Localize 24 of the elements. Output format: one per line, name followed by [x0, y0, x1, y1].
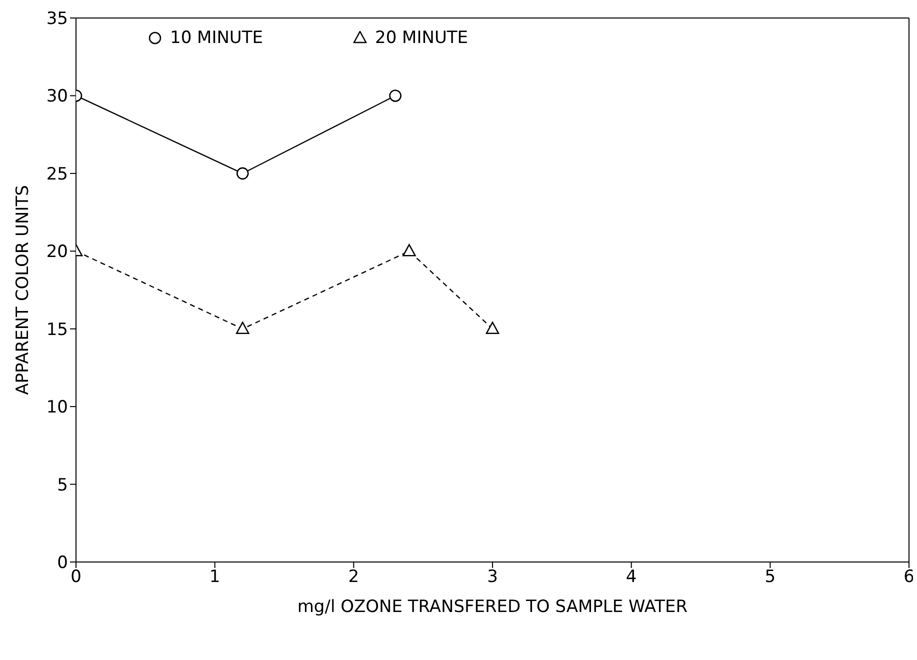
y-tick-label: 25 [46, 164, 68, 184]
y-tick-label: 10 [46, 398, 68, 418]
y-tick-label: 20 [46, 242, 68, 262]
x-tick-label: 3 [487, 567, 498, 588]
y-tick-label: 5 [57, 475, 68, 496]
point [236, 167, 249, 180]
y-tick-label: 15 [46, 320, 68, 340]
x-tick-label: 6 [904, 567, 914, 588]
x-axis-title: mg/l OZONE TRANSFERED TO SAMPLE WATER [297, 597, 688, 617]
x-tick-label: 5 [764, 567, 776, 588]
y-axis-title: APPARENT COLOR UNITS [13, 185, 34, 395]
point [389, 90, 402, 102]
point [236, 322, 250, 334]
legend-label: 20 MINUTE [375, 28, 468, 48]
point [402, 244, 416, 256]
y-tick-label: 30 [46, 86, 68, 107]
y-tick-label: 35 [46, 9, 68, 30]
y-tick-label: 0 [57, 553, 68, 574]
x-tick-label: 2 [348, 567, 360, 588]
point [486, 322, 500, 334]
x-tick-label: 0 [70, 567, 82, 588]
x-tick-label: 1 [209, 567, 220, 588]
x-tick-label: 4 [626, 567, 637, 588]
legend-label: 10 MINUTE [170, 28, 264, 48]
